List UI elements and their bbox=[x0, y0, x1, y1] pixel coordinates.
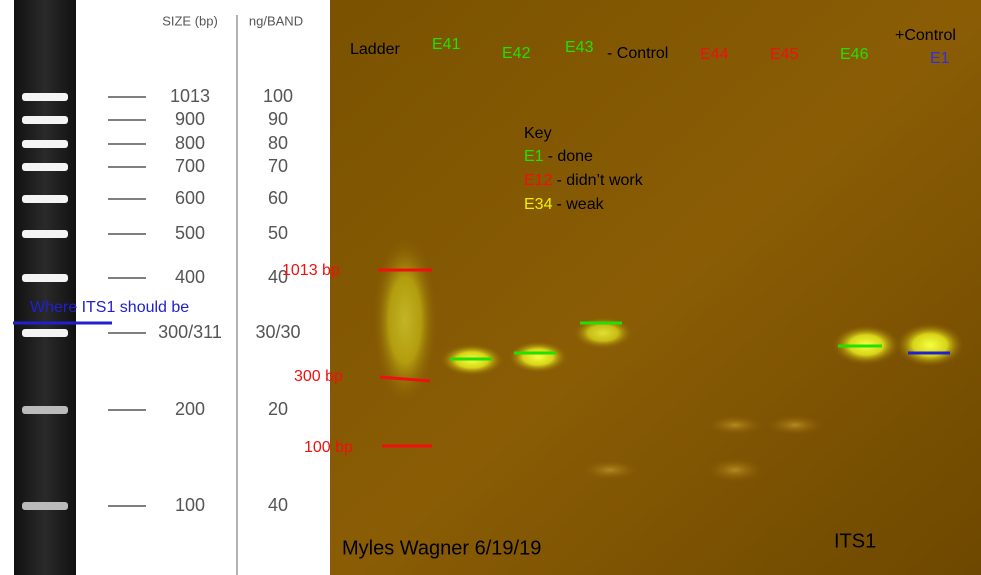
lane-label: E44 bbox=[700, 46, 729, 63]
marker-label: 300 bp bbox=[294, 368, 343, 385]
lane-label: E1 bbox=[930, 50, 950, 67]
ladder-band bbox=[22, 274, 68, 282]
faint-band bbox=[767, 415, 823, 435]
ng-label: 70 bbox=[268, 156, 288, 176]
ng-label: 90 bbox=[268, 109, 288, 129]
annotation: Where ITS1 should be bbox=[30, 299, 189, 316]
ng-label: 100 bbox=[263, 86, 293, 106]
gel-panel bbox=[330, 0, 981, 575]
key-text: - done bbox=[548, 148, 593, 165]
footer-label: ITS1 bbox=[834, 530, 876, 552]
size-label: 700 bbox=[175, 156, 205, 176]
key-text: - weak bbox=[556, 196, 604, 213]
key-code: E34 bbox=[524, 196, 553, 213]
ladder-band bbox=[22, 93, 68, 101]
size-label: 400 bbox=[175, 267, 205, 287]
faint-band bbox=[582, 460, 638, 480]
header: SIZE (bp) bbox=[162, 13, 218, 28]
ng-label: 40 bbox=[268, 267, 288, 287]
ng-label: 50 bbox=[268, 223, 288, 243]
ladder-band bbox=[22, 502, 68, 510]
ng-label: 60 bbox=[268, 188, 288, 208]
ladder-lane bbox=[14, 0, 76, 575]
lane-label: E45 bbox=[770, 46, 799, 63]
band-markers bbox=[378, 268, 950, 448]
ng-label: 30/30 bbox=[255, 322, 300, 342]
lane-label: E46 bbox=[840, 46, 869, 63]
key-text: - didn’t work bbox=[556, 172, 643, 189]
band bbox=[573, 317, 633, 349]
faint-band bbox=[707, 458, 763, 482]
ladder-band bbox=[22, 116, 68, 124]
key-code: E12 bbox=[524, 172, 553, 189]
size-label: 500 bbox=[175, 223, 205, 243]
ng-label: 40 bbox=[268, 495, 288, 515]
size-label: 200 bbox=[175, 399, 205, 419]
ladder-band bbox=[22, 406, 68, 414]
marker-label: 100 bp bbox=[304, 439, 353, 456]
lane-label: E43 bbox=[565, 39, 594, 56]
ng-label: 20 bbox=[268, 399, 288, 419]
ladder-rows: 1013 100 900 90 800 80 700 70 600 60 500 50 400 40 300… bbox=[22, 86, 301, 515]
ladder-band bbox=[22, 195, 68, 203]
ladder-band bbox=[22, 140, 68, 148]
header: ng/BAND bbox=[249, 13, 303, 28]
marker-label: 1013 bp bbox=[282, 262, 340, 279]
ladder-band bbox=[22, 230, 68, 238]
faint-band bbox=[707, 415, 763, 435]
key-title: Key bbox=[524, 125, 552, 142]
smear bbox=[373, 235, 437, 405]
size-label: 100 bbox=[175, 495, 205, 515]
author: Myles Wagner 6/19/19 bbox=[342, 537, 541, 559]
lane-label: +Control bbox=[895, 27, 956, 44]
size-label: 1013 bbox=[170, 86, 210, 106]
ng-label: 80 bbox=[268, 133, 288, 153]
lane-label: E41 bbox=[432, 36, 461, 53]
size-label: 300/311 bbox=[158, 322, 222, 342]
ladder-band bbox=[22, 163, 68, 171]
lane-label: E42 bbox=[502, 45, 531, 62]
lane-label: Ladder bbox=[350, 41, 400, 58]
ladder-band bbox=[22, 329, 68, 337]
band bbox=[896, 323, 964, 367]
key-code: E1 bbox=[524, 148, 544, 165]
lane-label: - Control bbox=[607, 45, 668, 62]
lane-labels: Ladder E41 E42 E43 - Control E44 E45 E46 +Contro… bbox=[350, 27, 956, 67]
size-label: 800 bbox=[175, 133, 205, 153]
band bbox=[508, 341, 568, 373]
size-label: 600 bbox=[175, 188, 205, 208]
size-label: 900 bbox=[175, 109, 205, 129]
